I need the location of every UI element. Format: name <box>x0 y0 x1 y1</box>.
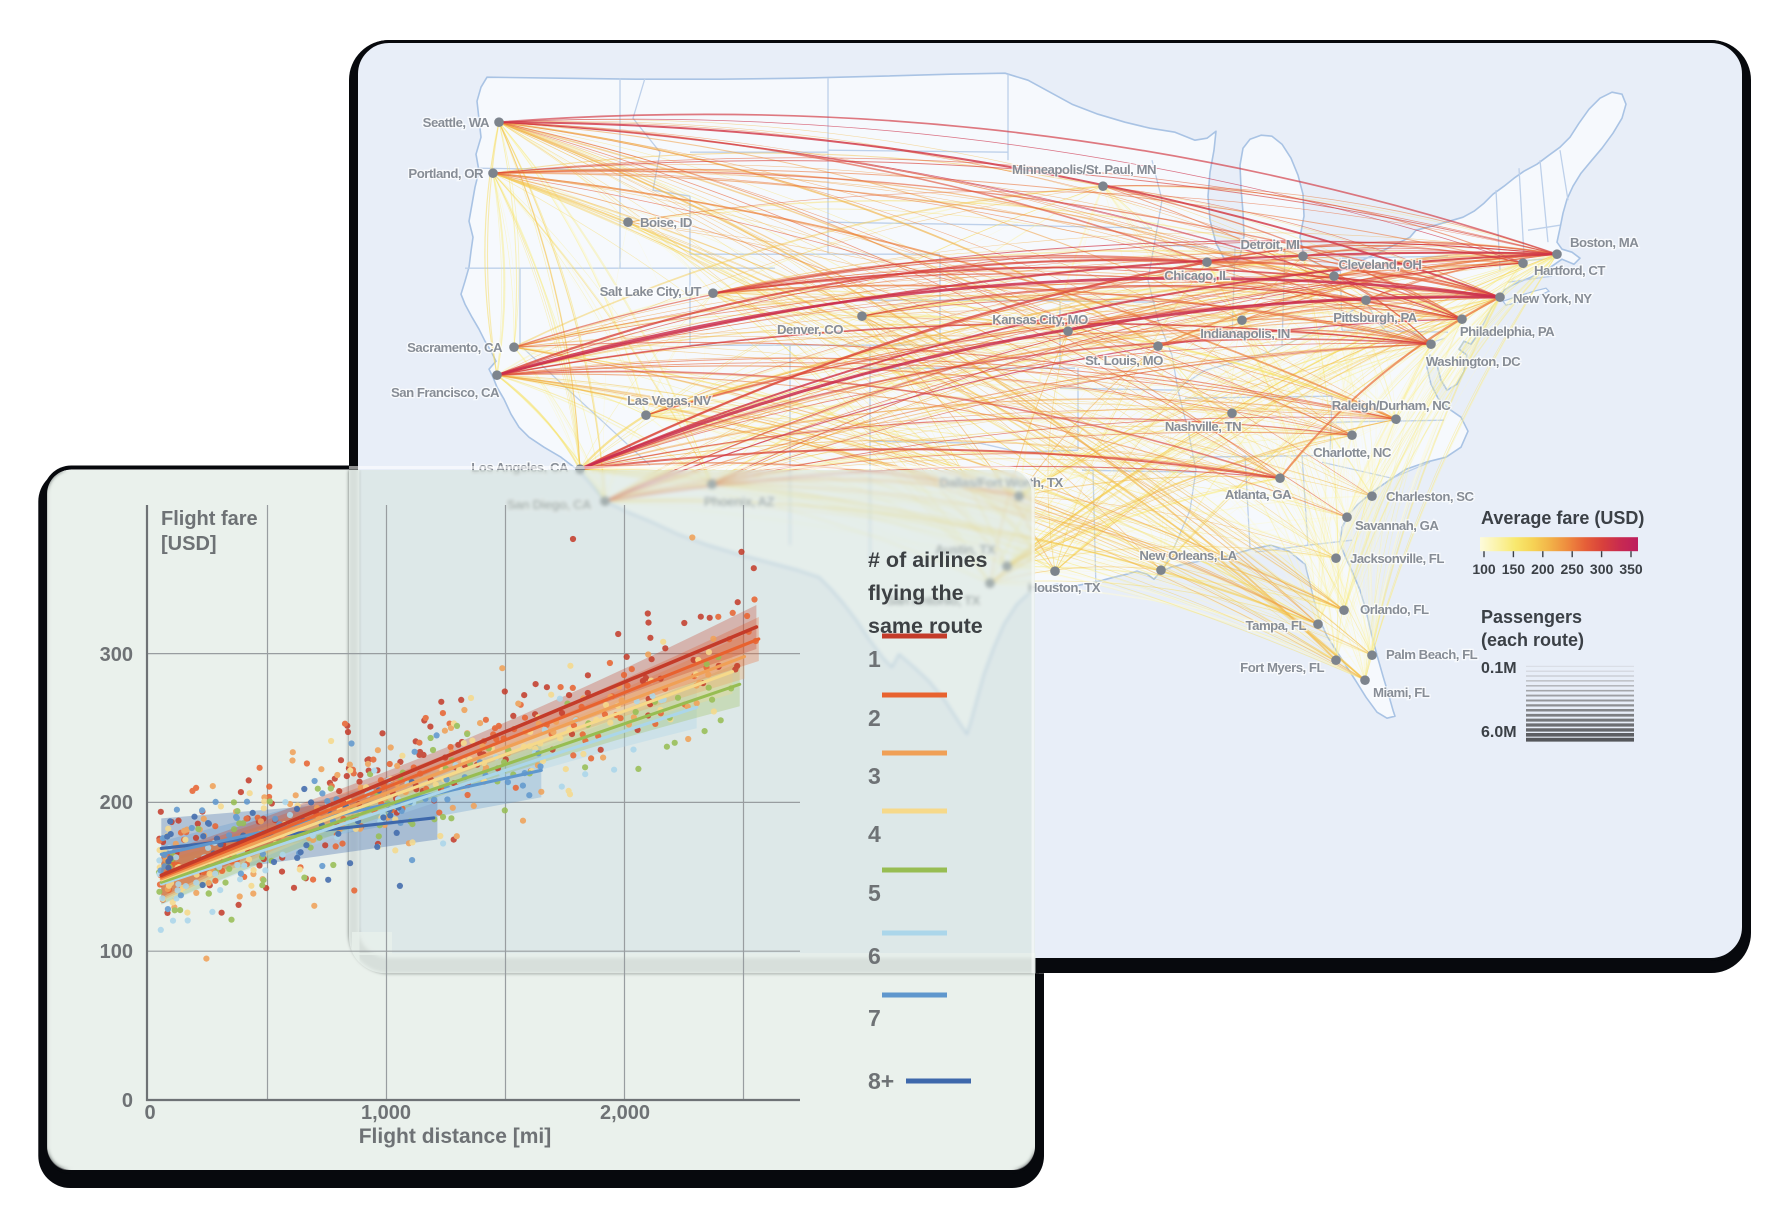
svg-text:2: 2 <box>868 705 881 731</box>
svg-text:Houston, TX: Houston, TX <box>1028 580 1101 595</box>
svg-text:New York, NY: New York, NY <box>1513 291 1592 306</box>
svg-text:Pittsburgh, PA: Pittsburgh, PA <box>1333 310 1418 325</box>
svg-text:Philadelphia, PA: Philadelphia, PA <box>1460 324 1555 339</box>
svg-text:4: 4 <box>868 821 881 847</box>
svg-text:# of airlines: # of airlines <box>868 548 988 572</box>
svg-text:Cleveland, OH: Cleveland, OH <box>1339 257 1422 272</box>
svg-text:Sacramento, CA: Sacramento, CA <box>407 340 503 355</box>
svg-text:same route: same route <box>868 614 983 638</box>
svg-text:Indianapolis, IN: Indianapolis, IN <box>1200 326 1289 341</box>
svg-text:Washington, DC: Washington, DC <box>1426 354 1521 369</box>
svg-text:Portland, OR: Portland, OR <box>408 166 484 181</box>
svg-text:2,000: 2,000 <box>600 1102 650 1124</box>
svg-text:5: 5 <box>868 880 881 906</box>
svg-text:[USD]: [USD] <box>161 533 217 555</box>
svg-text:Nashville, TN: Nashville, TN <box>1165 419 1241 434</box>
svg-text:3: 3 <box>868 763 881 789</box>
svg-text:Chicago, IL: Chicago, IL <box>1164 268 1230 283</box>
svg-text:Palm Beach, FL: Palm Beach, FL <box>1386 647 1478 662</box>
svg-text:Atlanta, GA: Atlanta, GA <box>1225 487 1292 502</box>
svg-text:flying the: flying the <box>868 581 964 605</box>
svg-text:300: 300 <box>1590 561 1614 577</box>
svg-text:Boston, MA: Boston, MA <box>1570 235 1639 250</box>
svg-text:Tampa, FL: Tampa, FL <box>1246 618 1307 633</box>
svg-text:(each route): (each route) <box>1481 630 1584 650</box>
svg-text:1: 1 <box>868 646 881 672</box>
svg-text:Hartford, CT: Hartford, CT <box>1534 263 1605 278</box>
svg-text:6.0M: 6.0M <box>1481 724 1517 741</box>
svg-text:Salt Lake City, UT: Salt Lake City, UT <box>600 284 702 299</box>
svg-text:Flight fare: Flight fare <box>161 508 258 530</box>
svg-text:Fort Myers, FL: Fort Myers, FL <box>1240 660 1324 675</box>
svg-text:Denver, CO: Denver, CO <box>777 322 843 337</box>
svg-text:8+: 8+ <box>868 1068 894 1094</box>
svg-text:250: 250 <box>1561 561 1585 577</box>
svg-text:100: 100 <box>100 941 133 963</box>
svg-text:Raleigh/Durham, NC: Raleigh/Durham, NC <box>1332 398 1451 413</box>
svg-text:Kansas City, MO: Kansas City, MO <box>992 312 1088 327</box>
svg-text:Minneapolis/St. Paul, MN: Minneapolis/St. Paul, MN <box>1012 162 1156 177</box>
svg-text:Las Vegas, NV: Las Vegas, NV <box>627 393 711 408</box>
svg-text:Flight distance [mi]: Flight distance [mi] <box>359 1125 552 1148</box>
svg-text:Orlando, FL: Orlando, FL <box>1360 602 1429 617</box>
svg-text:300: 300 <box>100 644 133 666</box>
svg-text:0: 0 <box>122 1090 133 1112</box>
svg-text:Charleston, SC: Charleston, SC <box>1386 489 1475 504</box>
svg-text:Average fare (USD): Average fare (USD) <box>1481 508 1644 528</box>
svg-text:350: 350 <box>1619 561 1643 577</box>
svg-text:7: 7 <box>868 1005 881 1031</box>
svg-text:Passengers: Passengers <box>1481 607 1582 627</box>
svg-text:Boise, ID: Boise, ID <box>640 215 692 230</box>
svg-text:Detroit, MI: Detroit, MI <box>1241 237 1300 252</box>
svg-text:1,000: 1,000 <box>361 1102 411 1124</box>
svg-text:0.1M: 0.1M <box>1481 660 1517 677</box>
svg-text:150: 150 <box>1502 561 1526 577</box>
svg-text:St. Louis, MO: St. Louis, MO <box>1085 353 1163 368</box>
svg-text:200: 200 <box>100 792 133 814</box>
svg-text:Jacksonville, FL: Jacksonville, FL <box>1350 551 1444 566</box>
svg-text:New Orleans, LA: New Orleans, LA <box>1139 548 1237 563</box>
svg-text:Seattle, WA: Seattle, WA <box>423 115 490 130</box>
svg-text:Miami, FL: Miami, FL <box>1373 685 1430 700</box>
svg-text:200: 200 <box>1531 561 1555 577</box>
svg-text:100: 100 <box>1472 561 1496 577</box>
svg-text:Savannah, GA: Savannah, GA <box>1355 518 1439 533</box>
svg-text:Charlotte, NC: Charlotte, NC <box>1313 445 1392 460</box>
svg-text:0: 0 <box>144 1102 155 1124</box>
svg-text:6: 6 <box>868 943 881 969</box>
svg-text:San Francisco, CA: San Francisco, CA <box>391 385 500 400</box>
